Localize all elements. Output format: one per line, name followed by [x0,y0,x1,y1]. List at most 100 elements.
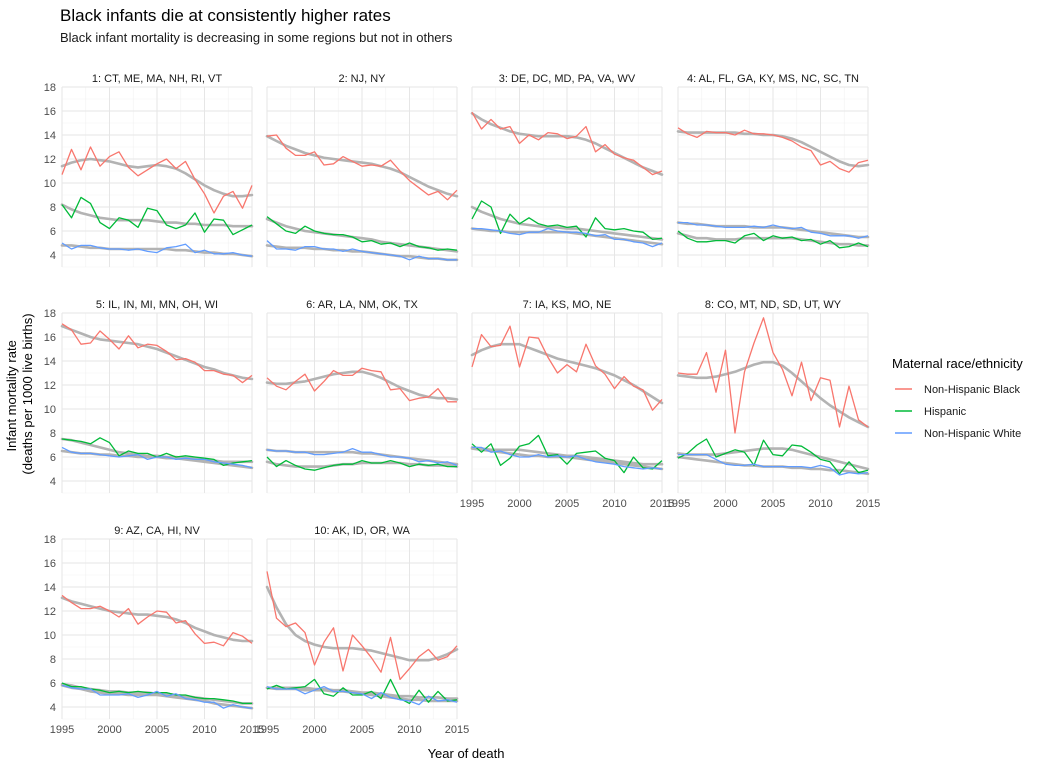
series-line [677,317,869,434]
y-tick-label: 4 [50,250,56,262]
series-line [472,446,663,470]
facet-label: 3: DE, DC, MD, PA, VA, WV [499,73,636,85]
facet-label: 1: CT, ME, MA, NH, RI, VT [92,73,222,85]
facet-label: 9: AZ, CA, HI, NV [114,525,200,537]
facet-label: 6: AR, LA, NM, OK, TX [306,299,418,311]
legend-title: Maternal race/ethnicity [892,356,1023,371]
x-tick-label: 2010 [808,498,832,510]
y-tick-label: 8 [50,202,56,214]
series-line [471,325,663,411]
facet-label: 4: AL, FL, GA, KY, MS, NC, SC, TN [687,73,859,85]
legend-label: Hispanic [924,406,967,418]
series-line [266,571,458,681]
y-tick-label: 14 [44,582,56,594]
facet-panel: 4: AL, FL, GA, KY, MS, NC, SC, TN [676,73,870,268]
x-tick-label: 2005 [350,724,374,736]
y-tick-label: 16 [44,332,56,344]
y-tick-label: 12 [44,154,56,166]
series-line [472,227,663,248]
legend: Maternal race/ethnicity Non-Hispanic Blac… [892,356,1023,440]
x-tick-label: 2005 [555,498,579,510]
facet-panel: 2: NJ, NY [265,73,459,268]
series-line [471,434,663,474]
facet-panel: 7: IA, KS, MO, NE 1995 2000 2005 2010 2015 [460,299,674,510]
x-tick-label: 1995 [666,498,690,510]
y-tick-label: 10 [44,630,56,642]
x-tick-label: 2010 [602,498,626,510]
y-tick-label: 8 [50,428,56,440]
y-tick-label: 4 [50,476,56,488]
series-line [266,367,457,403]
y-tick-label: 4 [50,702,56,714]
y-tick-label: 6 [50,678,56,690]
series-line [677,438,869,475]
y-tick-label: 18 [44,82,56,94]
x-tick-label: 1995 [460,498,484,510]
series-line [61,684,253,709]
facet-label: 10: AK, ID, OR, WA [314,525,410,537]
x-tick-label: 2000 [507,498,531,510]
chart-title: Black infants die at consistently higher… [60,6,391,25]
x-tick-label: 2010 [192,724,216,736]
series-line [61,196,253,236]
y-tick-label: 12 [44,380,56,392]
series-line [266,447,458,467]
y-tick-label: 8 [50,654,56,666]
series-line [471,200,663,241]
y-tick-label: 6 [50,452,56,464]
smooth-trend-line [60,203,254,228]
y-axis-title-line-1: Infant mortality rate [4,340,19,451]
series-line [678,221,869,239]
facet-label: 5: IL, IN, MI, MN, OH, WI [96,299,218,311]
smooth-trend-line [60,324,254,381]
facet-panel: 10: AK, ID, OR, WA 1995 2000 2005 2010 2015 [255,525,469,736]
y-axis-title: Infant mortality rate (deaths per 1000 l… [4,313,35,474]
series-line [266,685,458,706]
facet-label: 2: NJ, NY [338,73,386,85]
y-tick-label: 6 [50,226,56,238]
series-line [61,446,253,469]
x-tick-label: 2005 [145,724,169,736]
series-line [677,127,869,173]
x-tick-label: 1995 [50,724,74,736]
x-tick-label: 2015 [240,724,264,736]
facet-panel: 8: CO, MT, ND, SD, UT, WY 1995 2000 2005 201… [666,299,880,510]
series-line [61,146,253,214]
y-tick-label: 14 [44,356,56,368]
smooth-trend-line [265,370,459,401]
y-tick-label: 14 [44,130,56,142]
x-tick-label: 2000 [97,724,121,736]
facet-panel: 1: CT, ME, MA, NH, RI, VT 4 6 8 10 12 14 16 18 [44,73,254,268]
facet-panel: 3: DE, DC, MD, PA, VA, WV [470,73,664,268]
x-tick-label: 2015 [856,498,880,510]
smooth-trend-line [470,112,664,176]
x-tick-label: 2015 [445,724,469,736]
smooth-trend-line [60,157,254,198]
y-tick-label: 16 [44,106,56,118]
smooth-trend-line [470,205,664,241]
legend-label: Non-Hispanic Black [924,384,1020,396]
series-line [266,456,457,471]
series-line [61,682,252,705]
series-line [61,323,253,384]
facet-panel: 5: IL, IN, MI, MN, OH, WI 4 6 8 10 12 14 16 18 [44,299,254,494]
x-tick-label: 2010 [397,724,421,736]
y-tick-label: 18 [44,534,56,546]
facet-label: 8: CO, MT, ND, SD, UT, WY [705,299,842,311]
series-line [61,242,253,257]
facet-panel: 6: AR, LA, NM, OK, TX [265,299,459,494]
series-line [677,230,869,249]
smooth-trend-line [676,232,870,247]
x-tick-label: 2000 [302,724,326,736]
facet-panels: 1: CT, ME, MA, NH, RI, VT 4 6 8 10 12 14 16 18 2:… [44,73,880,736]
series-line [471,111,663,176]
y-tick-label: 10 [44,178,56,190]
x-tick-label: 1995 [255,724,279,736]
x-tick-label: 2000 [713,498,737,510]
smooth-trend-line [60,596,254,643]
legend-label: Non-Hispanic White [924,428,1021,440]
y-axis-title-line-2: (deaths per 1000 live births) [20,313,35,474]
chart-subtitle: Black infant mortality is decreasing in … [60,30,453,45]
smooth-trend-line [60,684,254,710]
x-tick-label: 2015 [650,498,674,510]
